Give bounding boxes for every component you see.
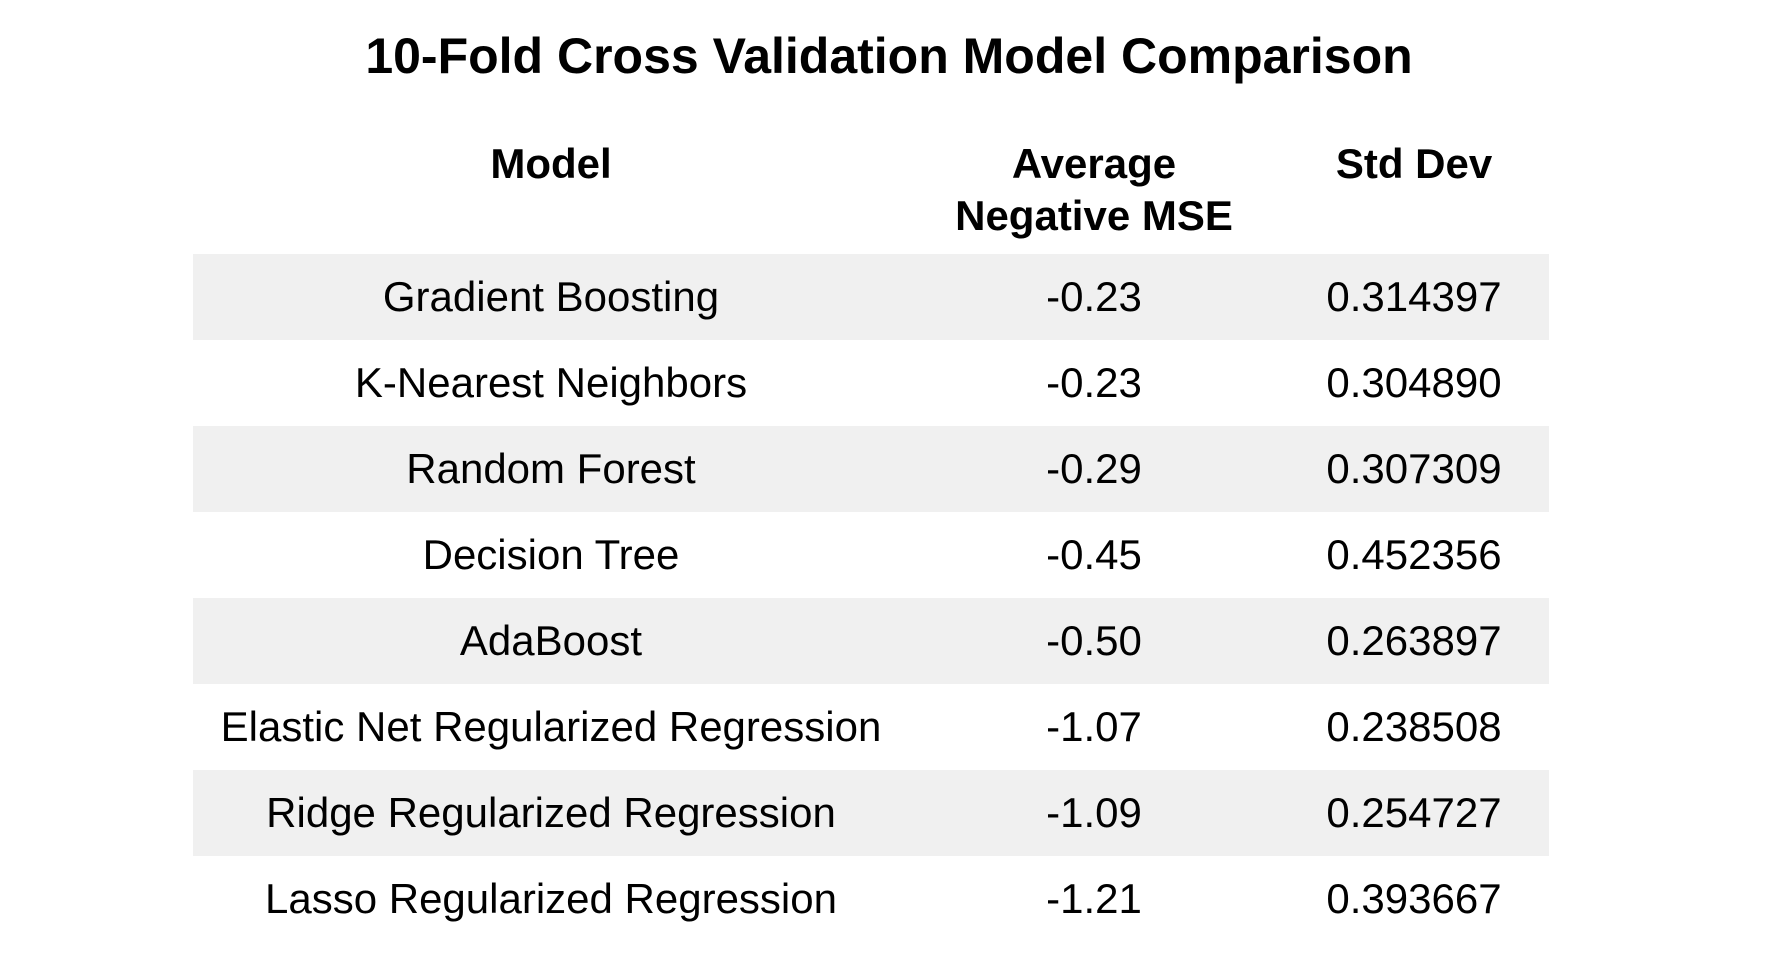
cell-std: 0.393667: [1326, 875, 1502, 922]
table-row: Ridge Regularized Regression -1.09 0.25472…: [193, 770, 1549, 856]
table-title: 10-Fold Cross Validation Model Compariso…: [365, 28, 1413, 84]
cell-std: 0.304890: [1326, 359, 1502, 406]
table-row: Decision Tree -0.45 0.452356: [193, 512, 1549, 598]
table-row: Lasso Regularized Regression -1.21 0.39366…: [193, 856, 1549, 942]
column-header-std-label: Std Dev: [1335, 140, 1493, 187]
cell-mse: -1.21: [1046, 875, 1142, 922]
cell-model: Decision Tree: [422, 531, 680, 578]
cell-model: Ridge Regularized Regression: [266, 789, 836, 836]
cell-mse: -0.45: [1046, 531, 1142, 578]
table-body: Gradient Boosting -0.23 0.314397 K-Nearest …: [193, 254, 1549, 942]
cell-std: 0.307309: [1326, 445, 1502, 492]
column-header-mse-line2: Negative MSE: [955, 192, 1233, 239]
cell-model: AdaBoost: [459, 617, 643, 664]
table-row: Random Forest -0.29 0.307309: [193, 426, 1549, 512]
column-header-model: Model: [193, 138, 909, 190]
cell-model: Elastic Net Regularized Regression: [220, 703, 882, 750]
table-row: Elastic Net Regularized Regression -1.07 0…: [193, 684, 1549, 770]
cell-mse: -0.23: [1046, 273, 1142, 320]
column-header-std: Std Dev: [1279, 138, 1549, 190]
cell-mse: -1.09: [1046, 789, 1142, 836]
table-row: K-Nearest Neighbors -0.23 0.304890: [193, 340, 1549, 426]
cell-model: K-Nearest Neighbors: [354, 359, 748, 406]
cell-std: 0.238508: [1326, 703, 1502, 750]
cell-mse: -0.23: [1046, 359, 1142, 406]
cell-std: 0.254727: [1326, 789, 1502, 836]
cell-std: 0.263897: [1326, 617, 1502, 664]
cell-std: 0.452356: [1326, 531, 1502, 578]
cell-mse: -0.50: [1046, 617, 1142, 664]
cell-std: 0.314397: [1326, 273, 1502, 320]
column-header-mse-line1: Average: [1011, 140, 1177, 187]
column-header-model-label: Model: [490, 140, 612, 187]
table-row: AdaBoost -0.50 0.263897: [193, 598, 1549, 684]
cell-mse: -0.29: [1046, 445, 1142, 492]
column-header-mse: Average Negative MSE: [909, 138, 1279, 242]
cell-model: Lasso Regularized Regression: [265, 875, 837, 922]
table-row: Gradient Boosting -0.23 0.314397: [193, 254, 1549, 340]
cell-mse: -1.07: [1046, 703, 1142, 750]
cell-model: Gradient Boosting: [382, 273, 720, 320]
cell-model: Random Forest: [406, 445, 696, 492]
